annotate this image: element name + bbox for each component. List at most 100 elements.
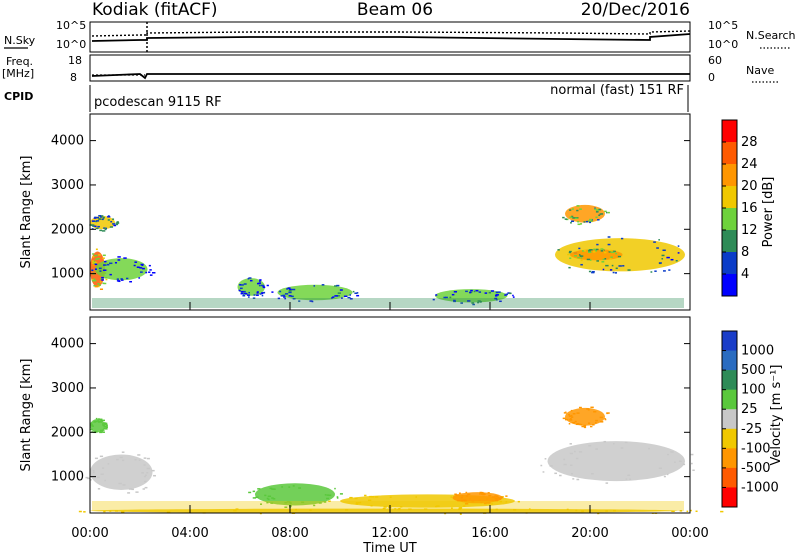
echo-speckle <box>517 500 520 503</box>
echo-speckle <box>243 283 247 285</box>
echo-speckle <box>650 271 653 273</box>
echo-speckle <box>146 472 149 474</box>
echo-speckle <box>577 423 580 425</box>
cpid-mode-left: pcodescan 9115 RF <box>94 95 222 110</box>
echo-speckle <box>602 258 605 261</box>
echo-speckle <box>480 300 482 303</box>
echo-speckle <box>568 415 572 418</box>
echo-speckle <box>288 486 291 488</box>
echo-speckle <box>258 280 261 283</box>
echo-speckle <box>239 289 241 292</box>
echo-speckle <box>609 269 613 271</box>
echo-speckle <box>613 250 616 253</box>
echo-speckle <box>260 284 265 287</box>
echo-speckle <box>119 456 123 459</box>
echo-speckle <box>356 294 360 297</box>
echo-speckle <box>102 257 105 259</box>
echo-speckle <box>671 510 675 513</box>
echo-speckle <box>569 250 572 253</box>
x-tick-label: 12:00 <box>371 526 408 541</box>
echo-speckle <box>90 424 94 426</box>
echo-speckle <box>494 495 498 497</box>
freq-tick-high: 18 <box>68 54 82 67</box>
echo-speckle <box>349 298 353 300</box>
echo-speckle <box>499 300 502 303</box>
echo-speckle <box>146 467 151 470</box>
echo-speckle <box>95 216 100 219</box>
echo-speckle <box>460 302 464 304</box>
echo-speckle <box>131 488 134 491</box>
echo-speckle <box>570 416 574 418</box>
echo-speckle <box>658 467 662 469</box>
echo-speckle <box>266 284 269 287</box>
nsky-panel <box>89 21 691 53</box>
echo-speckle <box>667 453 669 456</box>
echo-speckle <box>258 284 261 287</box>
echo-speckle <box>103 510 106 513</box>
echo-speckle <box>478 291 482 293</box>
echo-speckle <box>139 267 143 269</box>
echo-speckle <box>95 417 98 420</box>
echo-speckle <box>139 271 143 273</box>
echo-speckle <box>563 412 567 414</box>
echo-speckle <box>94 262 98 264</box>
echo-speckle <box>253 294 256 296</box>
echo-speckle <box>615 252 618 255</box>
echo-speckle <box>508 292 512 295</box>
echo-speckle <box>598 214 601 217</box>
echo-speckle <box>288 295 292 297</box>
echo-speckle <box>653 241 656 243</box>
scatter-echo-region <box>95 258 148 281</box>
echo-speckle <box>103 422 106 424</box>
echo-speckle <box>656 247 659 249</box>
echo-speckle <box>235 508 239 510</box>
echo-speckle <box>99 418 103 421</box>
echo-speckle <box>96 220 100 222</box>
y-tick-label: 3000 <box>51 381 84 396</box>
echo-speckle <box>574 420 577 423</box>
echo-speckle <box>408 508 412 510</box>
echo-speckle <box>487 492 490 494</box>
echo-speckle <box>658 239 660 241</box>
echo-speckle <box>577 256 580 259</box>
echo-speckle <box>590 472 594 475</box>
echo-speckle <box>662 249 666 252</box>
echo-speckle <box>92 470 95 472</box>
echo-speckle <box>563 463 567 466</box>
echo-speckle <box>596 260 600 262</box>
echo-speckle <box>101 279 104 281</box>
echo-speckle <box>334 295 338 297</box>
echo-speckle <box>488 291 491 294</box>
y-tick-label: 4000 <box>51 337 84 352</box>
echo-speckle <box>127 492 131 494</box>
echo-speckle <box>576 205 580 207</box>
echo-speckle <box>629 478 632 481</box>
echo-speckle <box>603 251 607 254</box>
echo-speckle <box>581 425 585 428</box>
echo-speckle <box>94 263 98 266</box>
echo-speckle <box>583 221 586 223</box>
x-tick-label: 08:00 <box>271 526 308 541</box>
echo-speckle <box>93 285 97 287</box>
echo-speckle <box>107 219 110 221</box>
echo-speckle <box>92 279 95 282</box>
echo-speckle <box>564 418 569 421</box>
echo-speckle <box>92 264 95 267</box>
echo-speckle <box>99 218 101 220</box>
echo-speckle <box>592 251 596 253</box>
echo-speckle <box>589 425 593 428</box>
echo-speckle <box>352 290 355 293</box>
echo-speckle <box>577 223 581 226</box>
echo-speckle <box>459 507 462 509</box>
echo-speckle <box>675 259 678 262</box>
echo-speckle <box>588 444 592 447</box>
echo-speckle <box>354 497 358 500</box>
colorbar-segment <box>722 164 737 187</box>
echo-speckle <box>569 209 572 211</box>
echo-speckle <box>287 287 291 289</box>
echo-speckle <box>99 270 102 272</box>
echo-speckle <box>580 423 583 426</box>
echo-speckle <box>114 262 118 264</box>
echo-speckle <box>512 294 514 297</box>
echo-speckle <box>367 499 372 502</box>
